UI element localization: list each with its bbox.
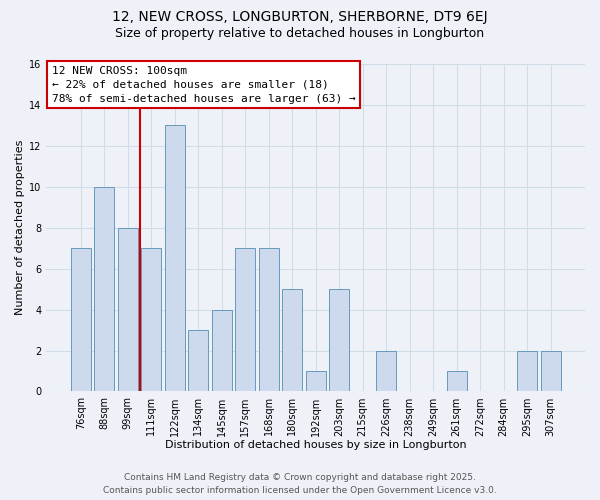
Text: 12 NEW CROSS: 100sqm
← 22% of detached houses are smaller (18)
78% of semi-detac: 12 NEW CROSS: 100sqm ← 22% of detached h… [52,66,356,104]
Bar [517,350,537,392]
Text: 12, NEW CROSS, LONGBURTON, SHERBORNE, DT9 6EJ: 12, NEW CROSS, LONGBURTON, SHERBORNE, DT… [112,10,488,24]
X-axis label: Distribution of detached houses by size in Longburton: Distribution of detached houses by size … [165,440,467,450]
Text: Contains HM Land Registry data © Crown copyright and database right 2025.
Contai: Contains HM Land Registry data © Crown c… [103,473,497,495]
Bar [446,371,467,392]
Bar [306,371,326,392]
Bar [541,350,560,392]
Bar [282,289,302,392]
Y-axis label: Number of detached properties: Number of detached properties [15,140,25,316]
Bar [235,248,255,392]
Bar [165,126,185,392]
Bar [376,350,396,392]
Bar [142,248,161,392]
Bar [118,228,138,392]
Bar [188,330,208,392]
Bar [94,187,115,392]
Bar [71,248,91,392]
Text: Size of property relative to detached houses in Longburton: Size of property relative to detached ho… [115,28,485,40]
Bar [212,310,232,392]
Bar [259,248,279,392]
Bar [329,289,349,392]
